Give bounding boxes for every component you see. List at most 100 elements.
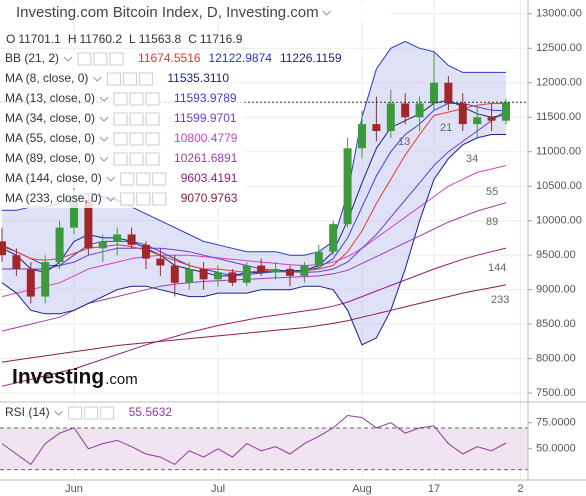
legend-button[interactable] (100, 406, 115, 420)
candle-body (156, 258, 165, 266)
legend-button[interactable] (113, 112, 128, 126)
legend-button[interactable] (109, 52, 124, 66)
dropdown-arrow (322, 10, 331, 16)
legend-name: BB (21, 2) (5, 51, 59, 65)
candle-body (214, 272, 222, 280)
band-fill (2, 41, 506, 345)
legend-button[interactable] (136, 172, 151, 186)
candle-body (314, 251, 323, 266)
rsi-line (1, 414, 507, 466)
x-tick-label: Jul (211, 483, 225, 495)
legend-button[interactable] (145, 92, 160, 106)
candle-body (286, 268, 294, 276)
legend-button[interactable] (68, 406, 83, 420)
line-label: 34 (466, 153, 478, 165)
y-tick-label: 13000.00 (536, 8, 582, 20)
candle-body (502, 102, 510, 121)
ohlc-value: 11716.9 (200, 32, 243, 46)
y-tick-label: 9500.00 (536, 249, 576, 261)
candle-body (12, 255, 21, 269)
y-tick-label: 10500.00 (536, 180, 582, 192)
legend-button[interactable] (145, 152, 160, 166)
legend-button[interactable] (145, 112, 160, 126)
line-label: 13 (398, 136, 410, 148)
dropdown-arrow (99, 116, 109, 122)
legend-name: MA (34, close, 0) (5, 111, 95, 125)
candle-body (343, 148, 352, 225)
legend-button[interactable] (84, 406, 99, 420)
candle-body (473, 117, 482, 125)
indicator-line (1, 134, 506, 346)
indicator-line (1, 165, 507, 298)
y-tick-label: 8500.00 (536, 318, 576, 330)
candle-body (199, 268, 208, 280)
chart-title: Investing.com Bitcoin Index, D, Investin… (16, 4, 319, 21)
indicator-line (1, 102, 506, 273)
y-tick-label: 7500.00 (536, 387, 576, 399)
candle-body (300, 265, 309, 276)
candle-body (242, 265, 251, 283)
legend-button[interactable] (152, 172, 167, 186)
candle-body (271, 268, 280, 273)
legend-button[interactable] (120, 192, 135, 206)
ohlc-value: 11701.1 (18, 32, 61, 46)
watermark-suffix: .com (105, 371, 138, 388)
candle-body (228, 272, 237, 283)
y-tick-label: 11000.00 (536, 146, 581, 158)
line-label: 21 (440, 122, 452, 134)
legend-bg (0, 3, 390, 21)
candle-body (98, 241, 107, 249)
legend-button[interactable] (113, 152, 128, 166)
candle-body (55, 227, 64, 263)
ohlc-key: H (68, 32, 77, 46)
legend-button[interactable] (136, 192, 151, 206)
legend-value: 11226.1159 (280, 51, 342, 65)
y-tick-label: 50.0000 (536, 443, 576, 455)
x-tick-label: 17 (428, 483, 440, 495)
legend-button[interactable] (113, 132, 128, 146)
legend-name: MA (233, close, 0) (5, 191, 102, 205)
legend-name: MA (89, close, 0) (5, 151, 95, 165)
legend-value: 11674.5516 (138, 51, 201, 65)
candle-body (0, 241, 6, 256)
dropdown-arrow (99, 156, 109, 162)
plot (0, 40, 528, 471)
legend-button[interactable] (113, 92, 128, 106)
dropdown-arrow (93, 76, 102, 82)
legend-value: 55.5632 (129, 405, 173, 419)
candle-body (127, 234, 136, 245)
legend-button[interactable] (120, 172, 135, 186)
candle-body (444, 82, 453, 104)
y-tick-label: 12000.00 (536, 77, 582, 89)
x-tick-label: Aug (352, 483, 372, 495)
candle-body (257, 265, 266, 273)
indicator-line (1, 247, 507, 387)
y-tick-label: 11500.00 (536, 111, 581, 123)
x-tick-label: Jun (65, 483, 83, 495)
legend-button[interactable] (152, 192, 167, 206)
candle-body (401, 103, 410, 118)
rsi-band-fill (0, 427, 528, 470)
legend-value: 11599.9701 (174, 111, 237, 125)
legend-button[interactable] (122, 72, 137, 86)
legend-button[interactable] (145, 132, 160, 146)
legend-button[interactable] (129, 132, 144, 146)
candle-body (84, 200, 93, 249)
legend-button[interactable] (129, 112, 144, 126)
legend-button[interactable] (129, 92, 144, 106)
candle-body (372, 124, 381, 132)
legend-button[interactable] (93, 52, 108, 66)
legend-button[interactable] (106, 72, 121, 86)
legend-button[interactable] (138, 72, 153, 86)
ohlc-key: L (129, 32, 136, 46)
indicator-line (2, 109, 507, 273)
candle-body (41, 262, 50, 297)
y-tick-label: 8000.00 (536, 353, 576, 365)
candle-body (386, 103, 395, 132)
legend-button[interactable] (129, 152, 144, 166)
legend-value: 9070.9763 (181, 191, 238, 205)
legend-button[interactable] (77, 52, 92, 66)
candle-body (358, 124, 366, 149)
